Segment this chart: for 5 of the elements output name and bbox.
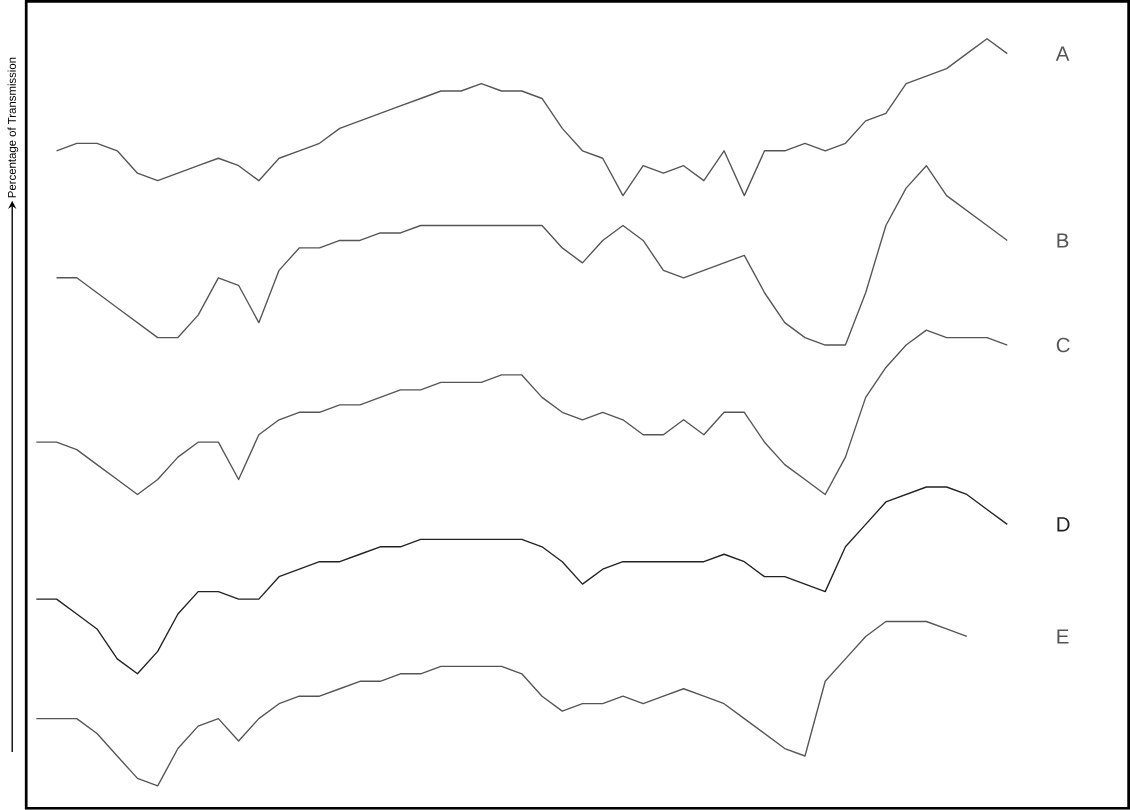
text: A: [1055, 46, 1070, 61]
text: D: [1057, 517, 1070, 532]
text: C: [1056, 337, 1070, 353]
text: E: [1057, 629, 1069, 644]
text: B: [1057, 233, 1069, 248]
